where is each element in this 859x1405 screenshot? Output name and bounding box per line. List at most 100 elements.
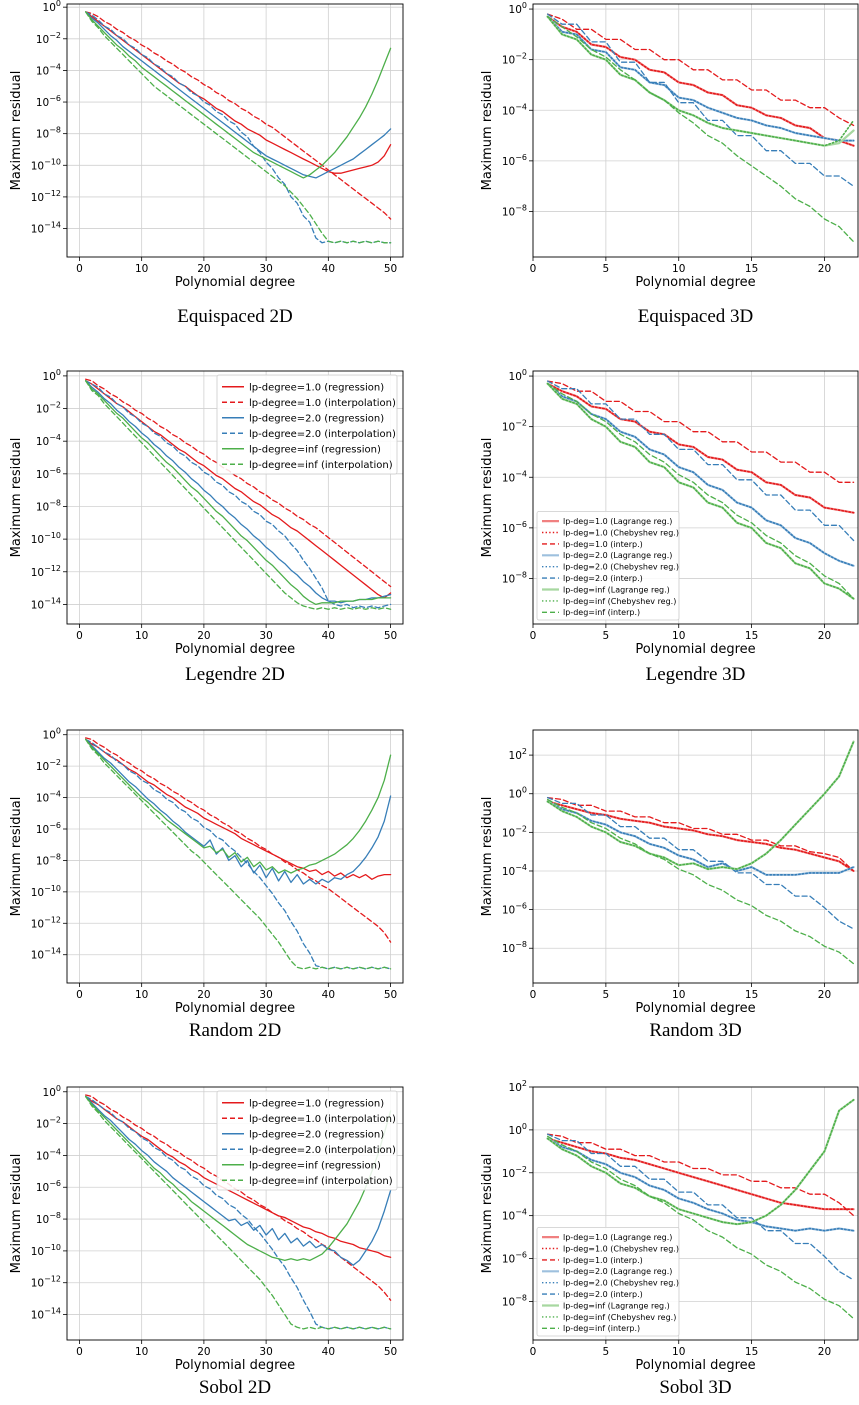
series-line bbox=[85, 378, 392, 588]
x-tick-label: 15 bbox=[745, 630, 758, 642]
legend-label: lp-deg=2.0 (Lagrange reg.) bbox=[563, 551, 672, 560]
series-line bbox=[546, 382, 855, 567]
legend-box bbox=[216, 1090, 398, 1191]
y-axis-label: Maximum residual bbox=[480, 71, 495, 191]
legend-box bbox=[536, 510, 680, 621]
series-line bbox=[85, 1095, 392, 1330]
series-line bbox=[546, 380, 855, 483]
plot-frame bbox=[532, 1086, 859, 1341]
legend-label: lp-deg=1.0 (Lagrange reg.) bbox=[563, 517, 672, 526]
y-tick-label: 100 bbox=[509, 368, 527, 383]
y-tick-label: 10−4 bbox=[502, 863, 527, 878]
plot-frame bbox=[66, 3, 404, 258]
series-line bbox=[546, 800, 855, 876]
series-line bbox=[546, 15, 855, 142]
legend-label: lp-degree=1.0 (regression) bbox=[249, 1098, 384, 1109]
y-tick-label: 10−2 bbox=[36, 31, 61, 46]
y-tick-label: 10−2 bbox=[36, 401, 61, 416]
x-tick-label: 0 bbox=[530, 630, 537, 642]
series-line bbox=[85, 738, 392, 880]
series-line bbox=[85, 738, 392, 970]
series-line bbox=[546, 382, 855, 514]
plot-frame bbox=[532, 370, 859, 625]
y-tick-label: 10−2 bbox=[36, 1116, 61, 1131]
x-axis-label: Polynomial degree bbox=[635, 642, 755, 657]
series-line bbox=[85, 380, 392, 606]
x-tick-label: 30 bbox=[259, 1346, 272, 1358]
y-tick-label: 10−2 bbox=[502, 419, 527, 434]
chart-panel: 0 5 10 15 20 102 100 10−2 10−4 10−6 10−8 Polynomial… bbox=[480, 729, 859, 1041]
series-line bbox=[546, 382, 855, 514]
series-line bbox=[546, 796, 855, 872]
legend-label: lp-deg=inf (Lagrange reg.) bbox=[563, 1301, 670, 1310]
y-tick-label: 10−14 bbox=[31, 596, 61, 611]
legend-label: lp-degree=inf (regression) bbox=[249, 444, 381, 455]
x-tick-label: 20 bbox=[818, 1346, 831, 1358]
y-tick-label: 10−10 bbox=[31, 157, 61, 172]
plot-frame bbox=[66, 1086, 404, 1341]
legend-label: lp-deg=2.0 (interp.) bbox=[563, 574, 643, 583]
legend: lp-degree=1.0 (regression) lp-degree=1.0 … bbox=[216, 1090, 398, 1191]
series-line bbox=[85, 380, 392, 609]
x-tick-label: 15 bbox=[745, 263, 758, 275]
y-tick-label: 10−6 bbox=[36, 466, 61, 481]
series-line bbox=[85, 11, 392, 220]
y-tick-label: 10−14 bbox=[31, 947, 61, 962]
legend-label: lp-degree=1.0 (regression) bbox=[249, 382, 384, 393]
series-line bbox=[85, 738, 392, 874]
x-tick-label: 50 bbox=[384, 630, 397, 642]
x-tick-label: 0 bbox=[530, 263, 537, 275]
x-tick-label: 40 bbox=[322, 1346, 335, 1358]
y-tick-label: 100 bbox=[509, 1, 527, 16]
y-axis-label: Maximum residual bbox=[480, 438, 495, 558]
series-line bbox=[546, 740, 855, 870]
series-line bbox=[85, 11, 392, 179]
y-tick-label: 102 bbox=[509, 1079, 527, 1094]
legend-label: lp-deg=inf (Chebyshev reg.) bbox=[563, 597, 676, 606]
panel-caption: Equispaced 2D bbox=[177, 306, 293, 327]
legend-label: lp-degree=inf (interpolation) bbox=[249, 1176, 393, 1187]
x-tick-label: 30 bbox=[259, 630, 272, 642]
x-tick-label: 5 bbox=[603, 630, 610, 642]
legend-label: lp-degree=1.0 (interpolation) bbox=[249, 398, 396, 409]
panel-caption: Equispaced 3D bbox=[638, 306, 754, 327]
y-tick-label: 10−6 bbox=[502, 902, 527, 917]
panel-caption: Legendre 2D bbox=[185, 664, 285, 685]
y-tick-label: 10−2 bbox=[36, 758, 61, 773]
series-line bbox=[546, 740, 855, 871]
x-tick-label: 20 bbox=[818, 630, 831, 642]
series-line bbox=[546, 13, 855, 187]
x-tick-label: 20 bbox=[818, 263, 831, 275]
x-tick-label: 30 bbox=[259, 989, 272, 1001]
y-tick-label: 10−14 bbox=[31, 221, 61, 236]
y-tick-label: 10−2 bbox=[502, 52, 527, 67]
legend-label: lp-deg=1.0 (Lagrange reg.) bbox=[563, 1233, 672, 1242]
series-line bbox=[546, 15, 855, 147]
y-tick-label: 10−10 bbox=[31, 1243, 61, 1258]
x-tick-label: 0 bbox=[530, 989, 537, 1001]
y-tick-label: 100 bbox=[43, 368, 61, 383]
series-line bbox=[85, 11, 392, 244]
y-tick-label: 100 bbox=[509, 786, 527, 801]
legend-label: lp-degree=2.0 (regression) bbox=[249, 1129, 384, 1140]
y-tick-label: 10−6 bbox=[36, 821, 61, 836]
x-tick-label: 15 bbox=[745, 989, 758, 1001]
series-line bbox=[85, 1095, 392, 1266]
series-line bbox=[546, 15, 855, 147]
chart-panel: 0 5 10 15 20 102 100 10−2 10−4 10−6 10−8 Polynomial… bbox=[480, 1079, 859, 1398]
legend-box bbox=[536, 1227, 680, 1337]
y-axis-label: Maximum residual bbox=[9, 438, 24, 558]
series-line bbox=[85, 11, 392, 179]
x-axis-label: Polynomial degree bbox=[175, 275, 295, 290]
y-tick-label: 10−4 bbox=[36, 790, 61, 805]
x-tick-label: 10 bbox=[135, 630, 148, 642]
series-line bbox=[546, 796, 855, 930]
y-tick-label: 10−4 bbox=[36, 433, 61, 448]
x-axis-label: Polynomial degree bbox=[635, 1001, 755, 1016]
y-tick-label: 10−4 bbox=[36, 62, 61, 77]
series-line bbox=[546, 1133, 855, 1217]
legend-label: lp-deg=1.0 (interp.) bbox=[563, 540, 643, 549]
x-tick-label: 10 bbox=[135, 989, 148, 1001]
series-line bbox=[546, 798, 855, 965]
y-tick-label: 10−8 bbox=[502, 203, 527, 218]
